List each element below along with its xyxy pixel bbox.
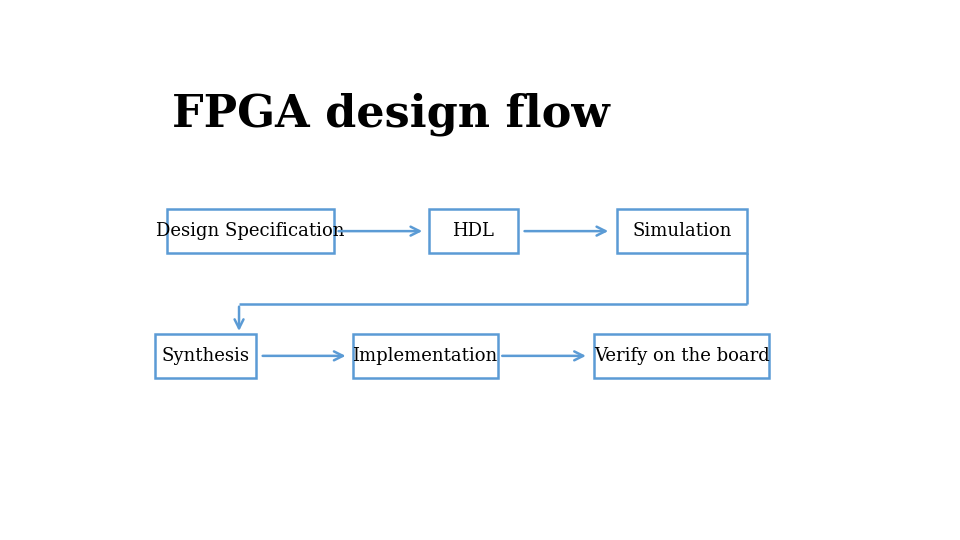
Text: Implementation: Implementation <box>352 347 497 365</box>
Text: FPGA design flow: FPGA design flow <box>172 93 610 137</box>
FancyBboxPatch shape <box>352 334 497 377</box>
Text: HDL: HDL <box>452 222 494 240</box>
FancyBboxPatch shape <box>616 210 747 253</box>
FancyBboxPatch shape <box>166 210 334 253</box>
FancyBboxPatch shape <box>429 210 518 253</box>
FancyBboxPatch shape <box>156 334 255 377</box>
Text: Simulation: Simulation <box>632 222 732 240</box>
Text: Design Specification: Design Specification <box>156 222 345 240</box>
Text: Verify on the board: Verify on the board <box>594 347 770 365</box>
Text: Synthesis: Synthesis <box>161 347 250 365</box>
FancyBboxPatch shape <box>594 334 769 377</box>
